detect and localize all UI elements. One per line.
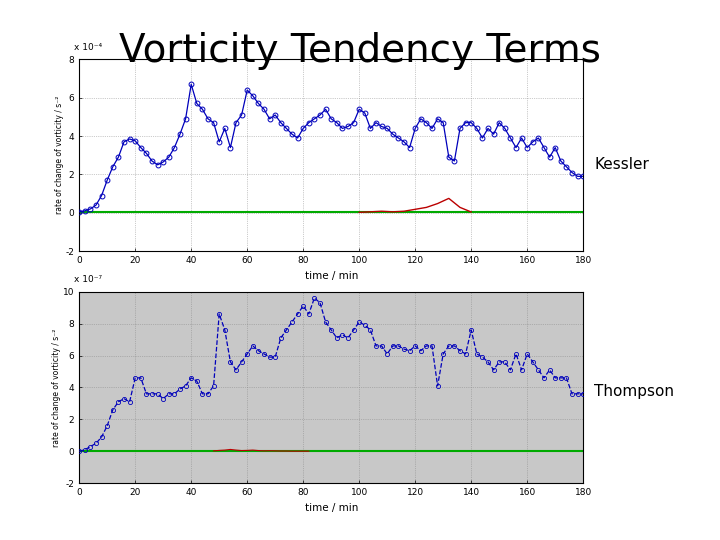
- X-axis label: time / min: time / min: [305, 503, 358, 512]
- Y-axis label: rate of change of vorticity / s⁻²: rate of change of vorticity / s⁻²: [53, 328, 61, 447]
- Text: Vorticity Tendency Terms: Vorticity Tendency Terms: [119, 32, 601, 70]
- Text: x 10⁻⁷: x 10⁻⁷: [74, 275, 102, 284]
- Text: Thompson: Thompson: [594, 384, 674, 399]
- Y-axis label: rate of change of vorticity / s⁻²: rate of change of vorticity / s⁻²: [55, 96, 64, 214]
- Text: x 10⁻⁴: x 10⁻⁴: [74, 43, 102, 52]
- X-axis label: time / min: time / min: [305, 271, 358, 280]
- Text: Kessler: Kessler: [594, 157, 649, 172]
